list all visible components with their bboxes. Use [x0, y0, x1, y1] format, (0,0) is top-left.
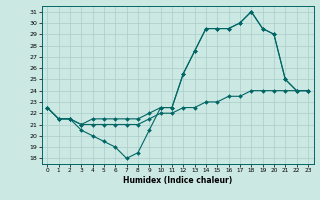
- X-axis label: Humidex (Indice chaleur): Humidex (Indice chaleur): [123, 176, 232, 185]
